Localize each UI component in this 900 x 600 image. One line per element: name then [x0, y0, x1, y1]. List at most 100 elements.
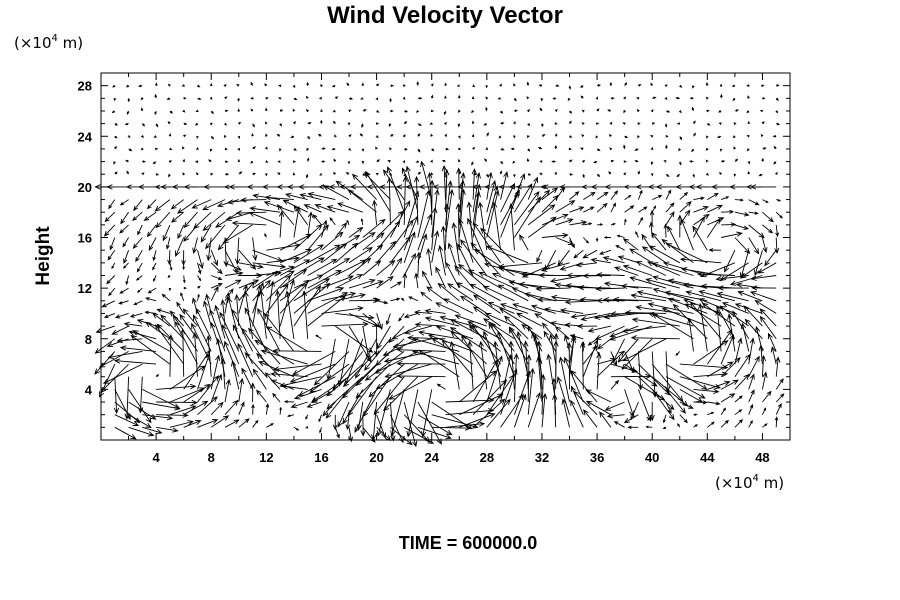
- wind-arrow: [541, 194, 559, 213]
- wind-arrow: [555, 237, 575, 246]
- calm-dot: [582, 160, 584, 163]
- wind-arrow: [498, 135, 502, 139]
- wind-arrow: [114, 414, 140, 426]
- wind-arrow: [390, 219, 414, 251]
- wind-arrow: [250, 81, 254, 86]
- wind-arrow: [384, 363, 432, 379]
- wind-arrow: [396, 360, 446, 367]
- wind-arrow: [266, 283, 289, 314]
- wind-arrow: [234, 293, 240, 327]
- wind-arrow: [732, 310, 750, 340]
- calm-dot: [431, 122, 433, 125]
- calm-dot: [182, 173, 185, 175]
- wind-arrow: [169, 405, 197, 416]
- wind-arrow: [651, 389, 675, 421]
- wind-arrow: [445, 180, 453, 225]
- wind-arrow: [746, 148, 750, 152]
- wind-vectors: [94, 81, 785, 448]
- wind-arrow: [544, 249, 557, 272]
- wind-arrow: [116, 337, 143, 344]
- wind-arrow: [650, 161, 654, 166]
- wind-arrow: [587, 325, 612, 333]
- wind-arrow: [292, 108, 296, 112]
- wind-arrow: [293, 285, 322, 327]
- wind-arrow: [114, 123, 119, 126]
- wind-arrow: [583, 222, 593, 226]
- wind-arrow: [94, 338, 116, 354]
- calm-dot: [706, 97, 709, 100]
- x-tick-label: 32: [535, 450, 549, 465]
- wind-arrow: [444, 95, 447, 99]
- wind-arrow: [612, 338, 626, 363]
- wind-arrow: [136, 262, 143, 273]
- wind-arrow: [362, 297, 381, 303]
- wind-arrow: [731, 84, 735, 88]
- wind-arrow: [568, 120, 572, 124]
- wind-arrow: [279, 123, 282, 127]
- wind-arrow: [649, 209, 655, 225]
- wind-arrow: [298, 376, 336, 397]
- calm-dot: [706, 110, 709, 112]
- wind-arrow: [156, 412, 189, 418]
- wind-arrow: [527, 367, 535, 415]
- wind-arrow: [160, 314, 185, 340]
- wind-arrow: [420, 389, 433, 438]
- wind-arrow: [559, 184, 584, 190]
- wind-arrow: [421, 270, 433, 289]
- wind-arrow: [321, 219, 328, 238]
- wind-arrow: [155, 123, 159, 128]
- wind-arrow: [661, 307, 708, 327]
- wind-arrow: [135, 249, 143, 263]
- wind-arrow: [706, 135, 709, 139]
- wind-arrow: [348, 226, 364, 238]
- wind-arrow: [127, 135, 131, 138]
- wind-arrow: [748, 355, 760, 377]
- calm-dot: [403, 84, 405, 87]
- wind-arrow: [583, 409, 598, 428]
- wind-arrow: [747, 170, 751, 175]
- wind-arrow: [693, 413, 698, 417]
- wind-arrow: [721, 209, 735, 214]
- wind-arrow: [762, 224, 774, 234]
- calm-dot: [238, 110, 240, 112]
- wind-arrow: [569, 220, 588, 226]
- wind-arrow: [348, 109, 352, 113]
- wind-arrow: [390, 200, 411, 238]
- wind-arrow: [106, 184, 129, 190]
- wind-arrow: [210, 373, 223, 403]
- calm-dot: [747, 84, 750, 87]
- wind-arrow: [143, 211, 157, 222]
- wind-arrow: [693, 388, 720, 395]
- wind-arrow: [292, 84, 296, 89]
- wind-arrow: [751, 285, 777, 291]
- wind-arrow: [292, 351, 336, 376]
- wind-arrow: [596, 357, 617, 365]
- wind-arrow: [332, 109, 336, 113]
- wind-arrow: [735, 282, 763, 289]
- wind-arrow: [264, 233, 267, 238]
- wind-arrow: [602, 256, 625, 264]
- wind-arrow: [279, 259, 311, 276]
- wind-arrow: [762, 97, 766, 100]
- wind-arrow: [610, 222, 616, 226]
- wind-arrow: [264, 107, 268, 112]
- wind-arrow: [447, 242, 460, 276]
- wind-arrow: [403, 312, 419, 319]
- wind-arrow: [383, 376, 419, 412]
- wind-arrow: [307, 122, 312, 125]
- wind-arrow: [527, 216, 557, 238]
- wind-arrow: [721, 302, 749, 314]
- wind-arrow: [551, 160, 556, 163]
- wind-arrow: [426, 286, 446, 302]
- x-tick-label: 20: [369, 450, 383, 465]
- wind-arrow: [540, 98, 544, 102]
- wind-arrow: [595, 135, 599, 139]
- calm-dot: [279, 84, 281, 87]
- calm-dot: [210, 122, 212, 125]
- wind-arrow: [417, 213, 432, 251]
- wind-arrow: [569, 334, 584, 340]
- wind-arrow: [355, 363, 391, 399]
- wind-arrow: [389, 98, 392, 103]
- wind-arrow: [596, 202, 608, 213]
- wind-arrow: [230, 360, 240, 390]
